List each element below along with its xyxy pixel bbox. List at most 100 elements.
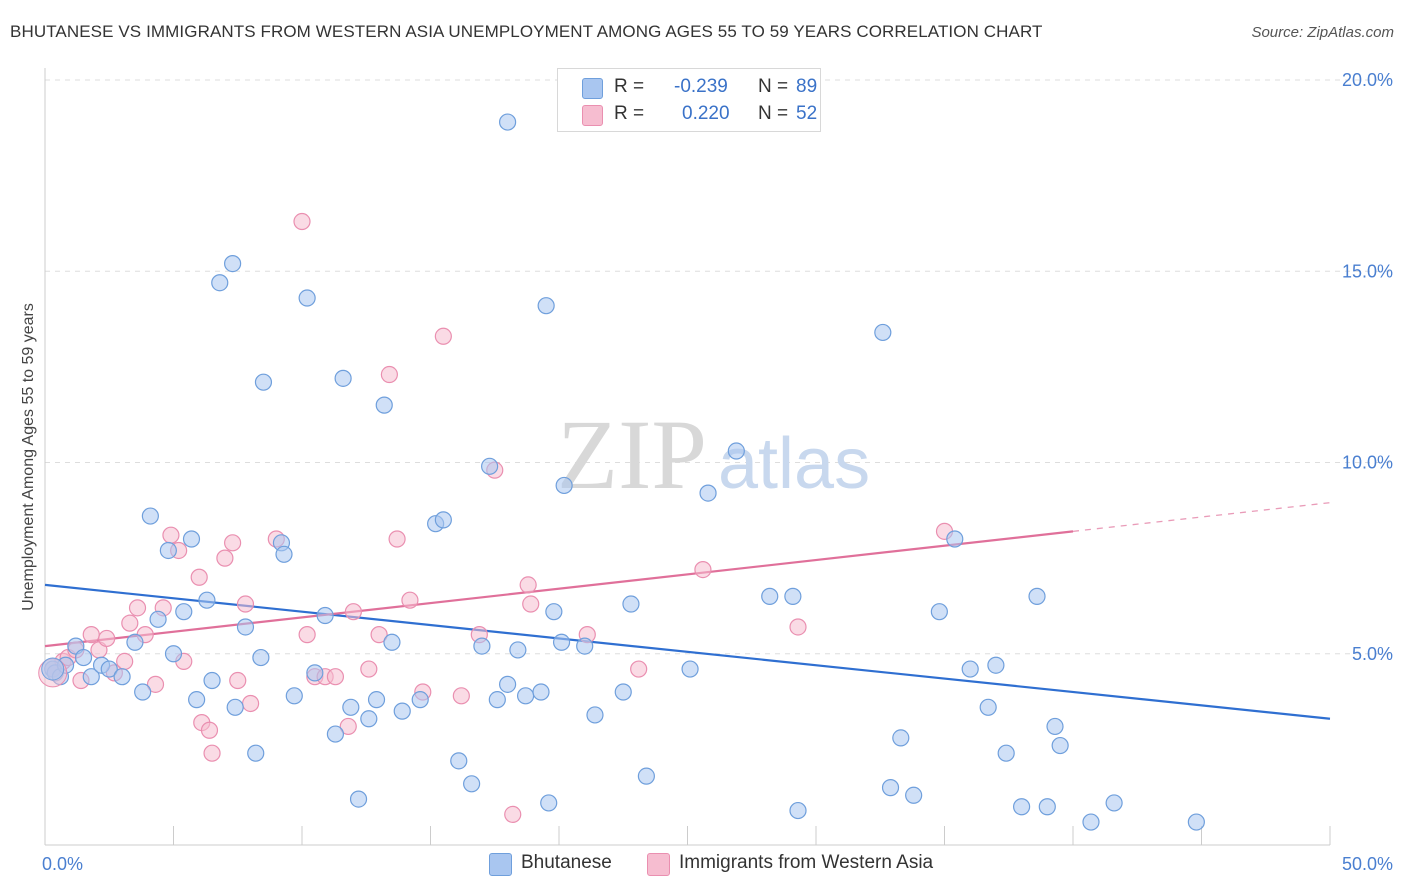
bhutanese-point (509, 641, 527, 659)
bhutanese-point (393, 702, 411, 720)
bhutanese-point (784, 587, 802, 605)
bhutanese-point (930, 603, 948, 621)
western-asia-point (224, 534, 242, 552)
bhutanese-point (552, 633, 571, 651)
bhutanese-point (961, 660, 979, 678)
bhutanese-point (905, 786, 923, 804)
grid-lines (45, 79, 1395, 655)
bhutanese-point (1028, 587, 1046, 605)
source-label: Source: ZipAtlas.com (1251, 24, 1394, 41)
bhutanese-point (211, 274, 229, 292)
bhutanese-point (113, 668, 131, 686)
bhutanese-point (463, 775, 481, 793)
western-asia-point (190, 568, 208, 586)
bottom-legend-swatch-pink (647, 853, 670, 876)
bhutanese-point (342, 698, 360, 716)
bhutanese-point (188, 691, 206, 709)
bhutanese-point (198, 591, 216, 609)
bhutanese-point (285, 687, 303, 705)
bhutanese-point (532, 683, 550, 701)
bhutanese-point (761, 587, 779, 605)
western-asia-point (339, 717, 357, 736)
bhutanese-point (473, 637, 491, 655)
data-points (38, 113, 1205, 831)
bhutanese-point (252, 648, 270, 667)
western-asia-point (388, 530, 406, 548)
western-asia-point (128, 599, 147, 617)
bhutanese-point (1051, 736, 1069, 755)
western-asia-point (116, 652, 134, 671)
bhutanese-point (306, 664, 324, 682)
bhutanese-point (224, 255, 242, 273)
western-asia-point (326, 668, 345, 686)
trend-lines (44, 502, 1331, 720)
western-asia-point (434, 327, 452, 345)
bhutanese-point (637, 767, 655, 785)
western-asia-point (82, 626, 100, 644)
western-asia-point (344, 603, 362, 621)
tick-labels: 5.0% 10.0% 15.0% 20.0% 0.0% 50.0% (42, 70, 1393, 874)
bhutanese-point (226, 698, 244, 716)
western-asia-point (452, 687, 470, 705)
bhutanese-point (499, 675, 517, 693)
western-asia-trend-line (44, 530, 1074, 648)
bhutanese-trend-line (44, 583, 1331, 720)
bhutanese-point (488, 691, 506, 709)
western-asia-point (121, 614, 139, 632)
western-asia-point (162, 526, 180, 544)
bhutanese-point (375, 396, 393, 414)
bhutanese-point (141, 507, 159, 525)
bhutanese-point (881, 779, 900, 797)
western-asia-point (242, 694, 260, 713)
bhutanese-point (1012, 798, 1031, 816)
bhutanese-point (586, 706, 604, 724)
bhutanese-point (987, 656, 1005, 674)
western-asia-point (370, 626, 388, 644)
bhutanese-point (1046, 717, 1064, 736)
bhutanese-point (481, 457, 499, 475)
bhutanese-point (540, 794, 558, 812)
western-asia-point (298, 626, 316, 644)
bhutanese-point (334, 369, 352, 387)
bhutanese-point (499, 113, 517, 131)
bhutanese-point (149, 610, 167, 628)
bhutanese-point (126, 633, 144, 651)
bhutanese-point (946, 530, 964, 548)
bhutanese-point (622, 595, 640, 613)
y-tick-label: 10.0% (1342, 453, 1393, 473)
bhutanese-point (175, 603, 193, 621)
bhutanese-point (41, 657, 65, 681)
bhutanese-point (360, 710, 378, 728)
bhutanese-point (727, 442, 745, 460)
western-asia-point (504, 805, 522, 824)
bhutanese-point (203, 671, 221, 690)
y-tick-label: 15.0% (1342, 261, 1393, 281)
x-tick-label: 0.0% (42, 854, 83, 874)
bhutanese-point (82, 668, 100, 686)
bhutanese-point (874, 323, 892, 342)
bhutanese-point (434, 511, 452, 529)
legend-r-value: 0.220 (682, 103, 730, 124)
bhutanese-point (326, 725, 345, 743)
legend-n-value: 89 (796, 76, 818, 97)
watermark: ZIP atlas (557, 399, 870, 510)
legend-n-label: N = (758, 76, 789, 97)
legend-swatch-blue (582, 78, 603, 99)
bhutanese-point (997, 744, 1015, 762)
western-asia-point (519, 576, 537, 594)
bhutanese-point (516, 687, 535, 705)
bhutanese-point (383, 633, 401, 651)
bhutanese-point (681, 660, 699, 678)
bhutanese-point (1105, 794, 1123, 812)
western-asia-point (380, 365, 398, 384)
bhutanese-point (699, 484, 717, 502)
western-asia-point (360, 660, 378, 678)
western-asia-point (229, 671, 247, 690)
western-asia-point (401, 591, 419, 609)
western-asia-trend-extension (1072, 502, 1331, 532)
western-asia-point (216, 549, 234, 567)
bhutanese-point (1038, 798, 1056, 816)
western-asia-point (236, 595, 255, 613)
watermark-atlas: atlas (718, 424, 870, 504)
